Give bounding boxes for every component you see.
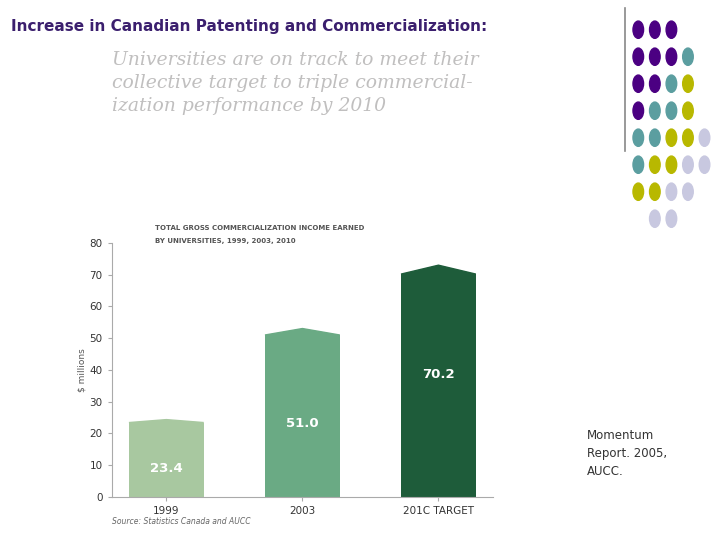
- Circle shape: [683, 129, 693, 146]
- Polygon shape: [401, 265, 476, 274]
- Circle shape: [633, 21, 644, 38]
- Circle shape: [633, 156, 644, 173]
- Circle shape: [666, 183, 677, 200]
- Bar: [265, 335, 340, 497]
- Circle shape: [649, 48, 660, 65]
- Y-axis label: $ millions: $ millions: [78, 348, 86, 392]
- Text: 70.2: 70.2: [422, 368, 455, 381]
- Circle shape: [649, 156, 660, 173]
- Circle shape: [649, 102, 660, 119]
- Polygon shape: [129, 420, 204, 423]
- Circle shape: [666, 102, 677, 119]
- Bar: [129, 423, 204, 497]
- Circle shape: [683, 75, 693, 92]
- Circle shape: [666, 156, 677, 173]
- Text: BY UNIVERSITIES, 1999, 2003, 2010: BY UNIVERSITIES, 1999, 2003, 2010: [155, 238, 295, 244]
- Text: Universities are on track to meet their
collective target to triple commercial-
: Universities are on track to meet their …: [112, 51, 478, 115]
- Circle shape: [649, 129, 660, 146]
- Text: 51.0: 51.0: [286, 417, 319, 430]
- Circle shape: [633, 183, 644, 200]
- Circle shape: [649, 183, 660, 200]
- Circle shape: [649, 21, 660, 38]
- Text: 23.4: 23.4: [150, 462, 183, 475]
- Circle shape: [699, 156, 710, 173]
- Circle shape: [666, 48, 677, 65]
- Text: Momentum
Report. 2005,
AUCC.: Momentum Report. 2005, AUCC.: [587, 429, 667, 478]
- Circle shape: [683, 102, 693, 119]
- Circle shape: [633, 75, 644, 92]
- Circle shape: [633, 102, 644, 119]
- Circle shape: [666, 75, 677, 92]
- Circle shape: [649, 75, 660, 92]
- Circle shape: [633, 48, 644, 65]
- Text: Source: Statistics Canada and AUCC: Source: Statistics Canada and AUCC: [112, 517, 251, 526]
- Circle shape: [666, 21, 677, 38]
- Circle shape: [699, 129, 710, 146]
- Circle shape: [683, 156, 693, 173]
- Circle shape: [683, 183, 693, 200]
- Circle shape: [666, 210, 677, 227]
- Circle shape: [649, 210, 660, 227]
- Text: TOTAL GROSS COMMERCIALIZATION INCOME EARNED: TOTAL GROSS COMMERCIALIZATION INCOME EAR…: [155, 225, 364, 231]
- Polygon shape: [265, 328, 340, 335]
- Circle shape: [683, 48, 693, 65]
- Circle shape: [666, 129, 677, 146]
- Bar: [401, 274, 476, 497]
- Text: Increase in Canadian Patenting and Commercialization:: Increase in Canadian Patenting and Comme…: [11, 19, 487, 34]
- Circle shape: [633, 129, 644, 146]
